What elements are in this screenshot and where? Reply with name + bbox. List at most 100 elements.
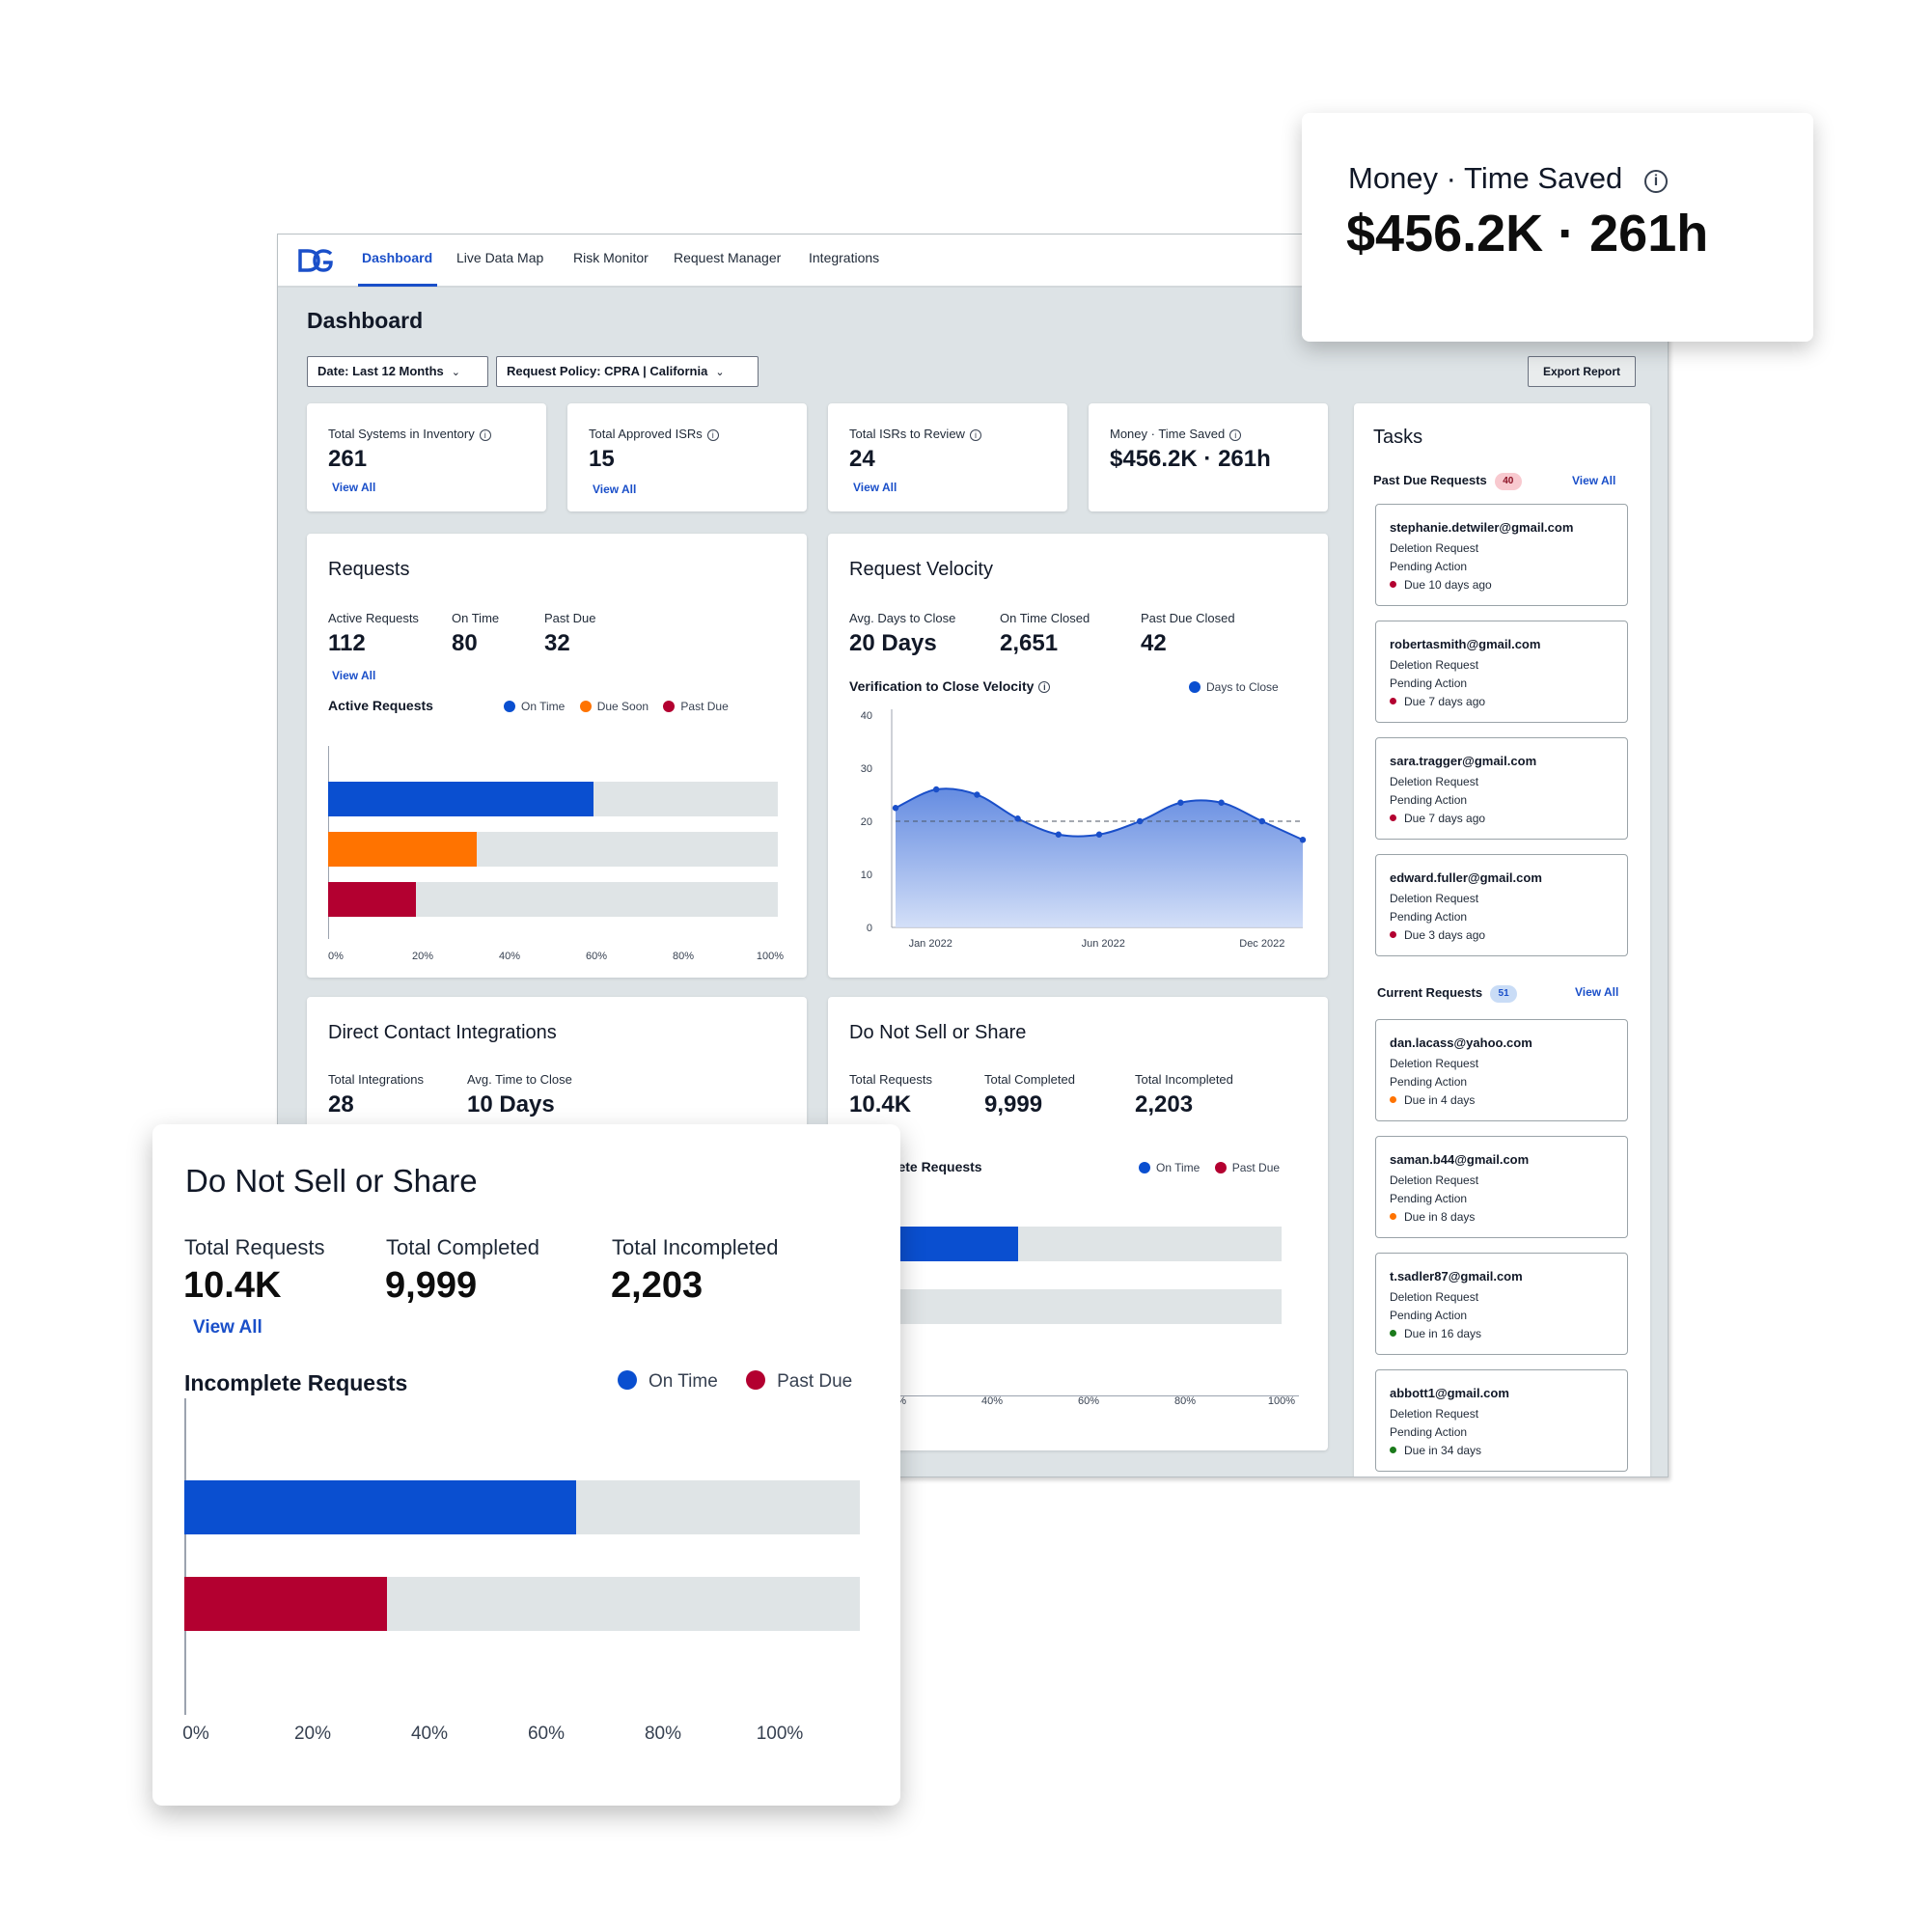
chart-title: Verification to Close Velocity i <box>849 678 1051 694</box>
request-velocity-card: Request Velocity Avg. Days to Close On T… <box>828 534 1328 978</box>
task-card[interactable]: sara.tragger@gmail.com Deletion Request Pe… <box>1375 737 1628 840</box>
x-tick-label: 60% <box>585 951 608 962</box>
x-tick-label: 100% <box>756 1724 804 1744</box>
info-icon[interactable]: i <box>1038 681 1051 694</box>
bar-past-due[interactable] <box>184 1577 387 1631</box>
data-point[interactable] <box>933 786 940 793</box>
info-icon[interactable]: i <box>1643 170 1668 193</box>
export-report-button[interactable]: Export Report <box>1528 356 1636 387</box>
data-point[interactable] <box>1137 817 1144 825</box>
stat-label: Money · Time Saved i <box>1110 427 1242 441</box>
info-icon[interactable]: i <box>706 428 719 441</box>
dg-logo[interactable] <box>297 246 334 275</box>
current-view-all-link[interactable]: View All <box>1575 985 1619 999</box>
nav-dashboard[interactable]: Dashboard <box>362 250 433 265</box>
task-type: Deletion Request <box>1390 658 1479 672</box>
nav-live-data-map[interactable]: Live Data Map <box>456 250 544 265</box>
task-status: Pending Action <box>1390 676 1468 690</box>
nav-integrations[interactable]: Integrations <box>809 250 880 265</box>
policy-filter-dropdown[interactable]: Request Policy: CPRA | California ⌄ <box>496 356 759 387</box>
past-due-view-all-link[interactable]: View All <box>1572 474 1616 487</box>
task-email: abbott1@gmail.com <box>1390 1386 1509 1400</box>
x-tick-label: 20% <box>293 1724 332 1744</box>
metric-value: 2,203 <box>611 1265 704 1306</box>
task-type: Deletion Request <box>1390 541 1479 555</box>
area-fill <box>896 788 1303 927</box>
due-status-dot <box>1390 698 1396 704</box>
due-status-dot <box>1390 931 1396 938</box>
data-point[interactable] <box>1177 799 1184 806</box>
task-status: Pending Action <box>1390 1075 1468 1089</box>
data-point[interactable] <box>1095 831 1103 838</box>
task-card[interactable]: saman.b44@gmail.com Deletion Request Pendi… <box>1375 1136 1628 1238</box>
legend-dot <box>1139 1162 1150 1173</box>
data-point[interactable] <box>974 791 980 798</box>
task-card[interactable]: abbott1@gmail.com Deletion Request Pending… <box>1375 1369 1628 1472</box>
nav-risk-monitor[interactable]: Risk Monitor <box>573 250 649 265</box>
info-icon[interactable]: i <box>1229 428 1242 441</box>
due-status-dot <box>1390 814 1396 821</box>
view-all-link[interactable]: View All <box>593 483 637 496</box>
task-card[interactable]: edward.fuller@gmail.com Deletion Request P… <box>1375 854 1628 956</box>
metric-value: 2,651 <box>1000 630 1059 656</box>
bar-track <box>328 782 778 816</box>
legend-due-soon: Due Soon <box>579 700 649 713</box>
bar-on-time[interactable] <box>328 782 593 816</box>
date-filter-dropdown[interactable]: Date: Last 12 Months ⌄ <box>307 356 488 387</box>
data-point[interactable] <box>1055 831 1062 838</box>
stat-card-money-time: Money · Time Saved i $456.2K · 261h <box>1089 403 1328 511</box>
task-card[interactable]: stephanie.detwiler@gmail.com Deletion Req… <box>1375 504 1628 606</box>
chart-title: plete Requests <box>886 1159 982 1174</box>
stat-label: Total Systems in Inventory i <box>328 427 491 441</box>
task-due-text: Due in 34 days <box>1404 1444 1482 1457</box>
tasks-panel: Tasks Past Due Requests 40 View All steph… <box>1354 403 1650 1477</box>
task-type: Deletion Request <box>1390 1407 1479 1421</box>
view-all-link[interactable]: View All <box>332 669 376 682</box>
task-card[interactable]: t.sadler87@gmail.com Deletion Request Pend… <box>1375 1253 1628 1355</box>
data-point[interactable] <box>1258 817 1265 825</box>
stat-value: 261 <box>328 446 368 472</box>
x-tick-label: 40% <box>410 1724 449 1744</box>
metric-value: 28 <box>328 1091 354 1118</box>
task-card[interactable]: robertasmith@gmail.com Deletion Request Pe… <box>1375 621 1628 723</box>
nav-request-manager[interactable]: Request Manager <box>674 250 782 265</box>
task-card[interactable]: dan.lacass@yahoo.com Deletion Request Pend… <box>1375 1019 1628 1121</box>
chart-legend: Days to Close <box>1189 680 1279 694</box>
chevron-down-icon: ⌄ <box>451 367 460 378</box>
x-tick-label: 100% <box>1267 1395 1296 1407</box>
data-point[interactable] <box>1014 815 1021 822</box>
bar-due-soon[interactable] <box>328 832 477 867</box>
task-status: Pending Action <box>1390 793 1468 807</box>
task-due: Due 7 days ago <box>1390 812 1485 825</box>
x-tick-label: Jun 2022 <box>1082 938 1125 950</box>
metric-value: 9,999 <box>984 1091 1043 1118</box>
past-due-count-badge: 40 <box>1494 473 1522 490</box>
data-point[interactable] <box>1218 799 1225 806</box>
task-email: t.sadler87@gmail.com <box>1390 1269 1523 1283</box>
x-tick-label: 100% <box>756 951 785 962</box>
stat-card-systems: Total Systems in Inventory i 261 View All <box>307 403 546 511</box>
task-email: sara.tragger@gmail.com <box>1390 754 1537 768</box>
view-all-link[interactable]: View All <box>853 481 897 494</box>
bar-on-time[interactable] <box>184 1480 576 1534</box>
stat-label: Total ISRs to Review i <box>849 427 981 441</box>
bar-past-due[interactable] <box>328 882 416 917</box>
y-tick-label: 40 <box>861 710 872 722</box>
due-status-dot <box>1390 1213 1396 1220</box>
task-email: robertasmith@gmail.com <box>1390 637 1541 651</box>
view-all-link[interactable]: View All <box>332 481 376 494</box>
stat-card-isrs-to-review: Total ISRs to Review i 24 View All <box>828 403 1067 511</box>
chevron-down-icon: ⌄ <box>715 367 725 378</box>
past-due-header: Past Due Requests 40 <box>1373 473 1522 490</box>
metric-label: Total Completed <box>984 1072 1075 1087</box>
data-point[interactable] <box>1299 837 1307 843</box>
info-icon[interactable]: i <box>969 428 981 441</box>
view-all-link[interactable]: View All <box>193 1317 262 1338</box>
legend-past-due: Past Due <box>746 1370 852 1392</box>
task-email: dan.lacass@yahoo.com <box>1390 1035 1532 1050</box>
metric-value: 10.4K <box>849 1091 912 1118</box>
data-point[interactable] <box>892 805 899 812</box>
info-icon[interactable]: i <box>479 428 491 441</box>
do-not-sell-card: Do Not Sell or Share Total Requests Tota… <box>654 997 1328 1450</box>
legend-on-time: On Time <box>1139 1161 1200 1174</box>
